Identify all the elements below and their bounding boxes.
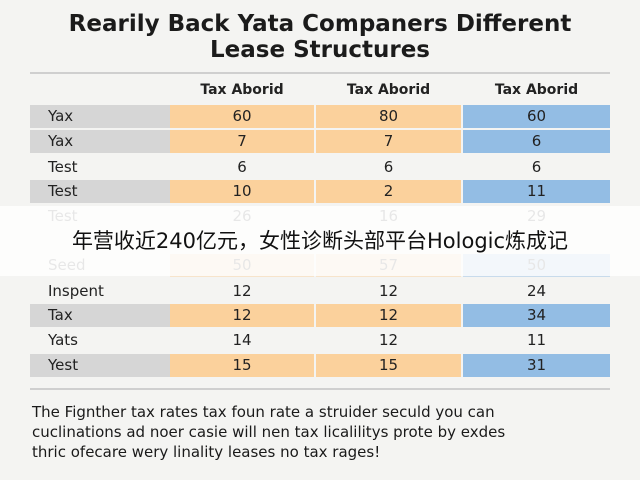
row-label: Test [48, 158, 78, 176]
banner [0, 206, 640, 276]
row-label: Yax [30, 130, 170, 153]
divider [30, 388, 610, 390]
table-cell: 6 [383, 158, 394, 176]
divider [30, 72, 610, 74]
table-cell: 60 [170, 105, 314, 128]
table-cell: 12 [316, 304, 461, 327]
table-cell: 10 [170, 180, 314, 203]
footnote-line: cuclinations ad noer casie will nen tax … [32, 423, 506, 441]
column-header: Tax Aborid [200, 82, 284, 98]
row-label: Yest [30, 354, 170, 377]
row-label: Tax [30, 304, 170, 327]
column-header: Tax Aborid [346, 82, 431, 98]
table-cell: 6 [237, 158, 247, 176]
table-cell: 11 [526, 331, 547, 349]
column-header: Tax Aborid [494, 82, 579, 98]
table-cell: 7 [316, 130, 461, 153]
title-line: Lease Structures [210, 37, 430, 63]
table-cell: 60 [463, 105, 610, 128]
table-cell: 15 [170, 354, 314, 377]
row-label: Yax [30, 105, 170, 128]
table-cell: 14 [232, 331, 252, 349]
table-cell: 12 [232, 282, 252, 300]
table-cell: 11 [463, 180, 610, 203]
row-label: Yats [48, 331, 78, 349]
table-cell: 15 [316, 354, 461, 377]
row-label: Inspent [48, 282, 104, 300]
table-cell: 34 [463, 304, 610, 327]
footnote-line: The Fignther tax rates tax foun rate a s… [32, 403, 495, 421]
banner-text: 年营收近240亿元，女性诊断头部平台Hologic炼成记 [71, 229, 569, 253]
table-cell: 24 [526, 282, 547, 300]
table-cell: 2 [316, 180, 461, 203]
table-cell: 6 [463, 130, 610, 153]
table-cell: 31 [463, 354, 610, 377]
table-cell: 12 [378, 282, 399, 300]
row-label: Test [30, 180, 170, 203]
table-cell: 12 [378, 331, 399, 349]
table-cell: 7 [170, 130, 314, 153]
footnote-line: thric ofecare wery linality leases no ta… [32, 443, 381, 461]
title-line: Rearily Back Yata Companers Different [68, 11, 572, 37]
table-cell: 80 [316, 105, 461, 128]
table-cell: 6 [531, 158, 542, 176]
table-cell: 12 [170, 304, 314, 327]
